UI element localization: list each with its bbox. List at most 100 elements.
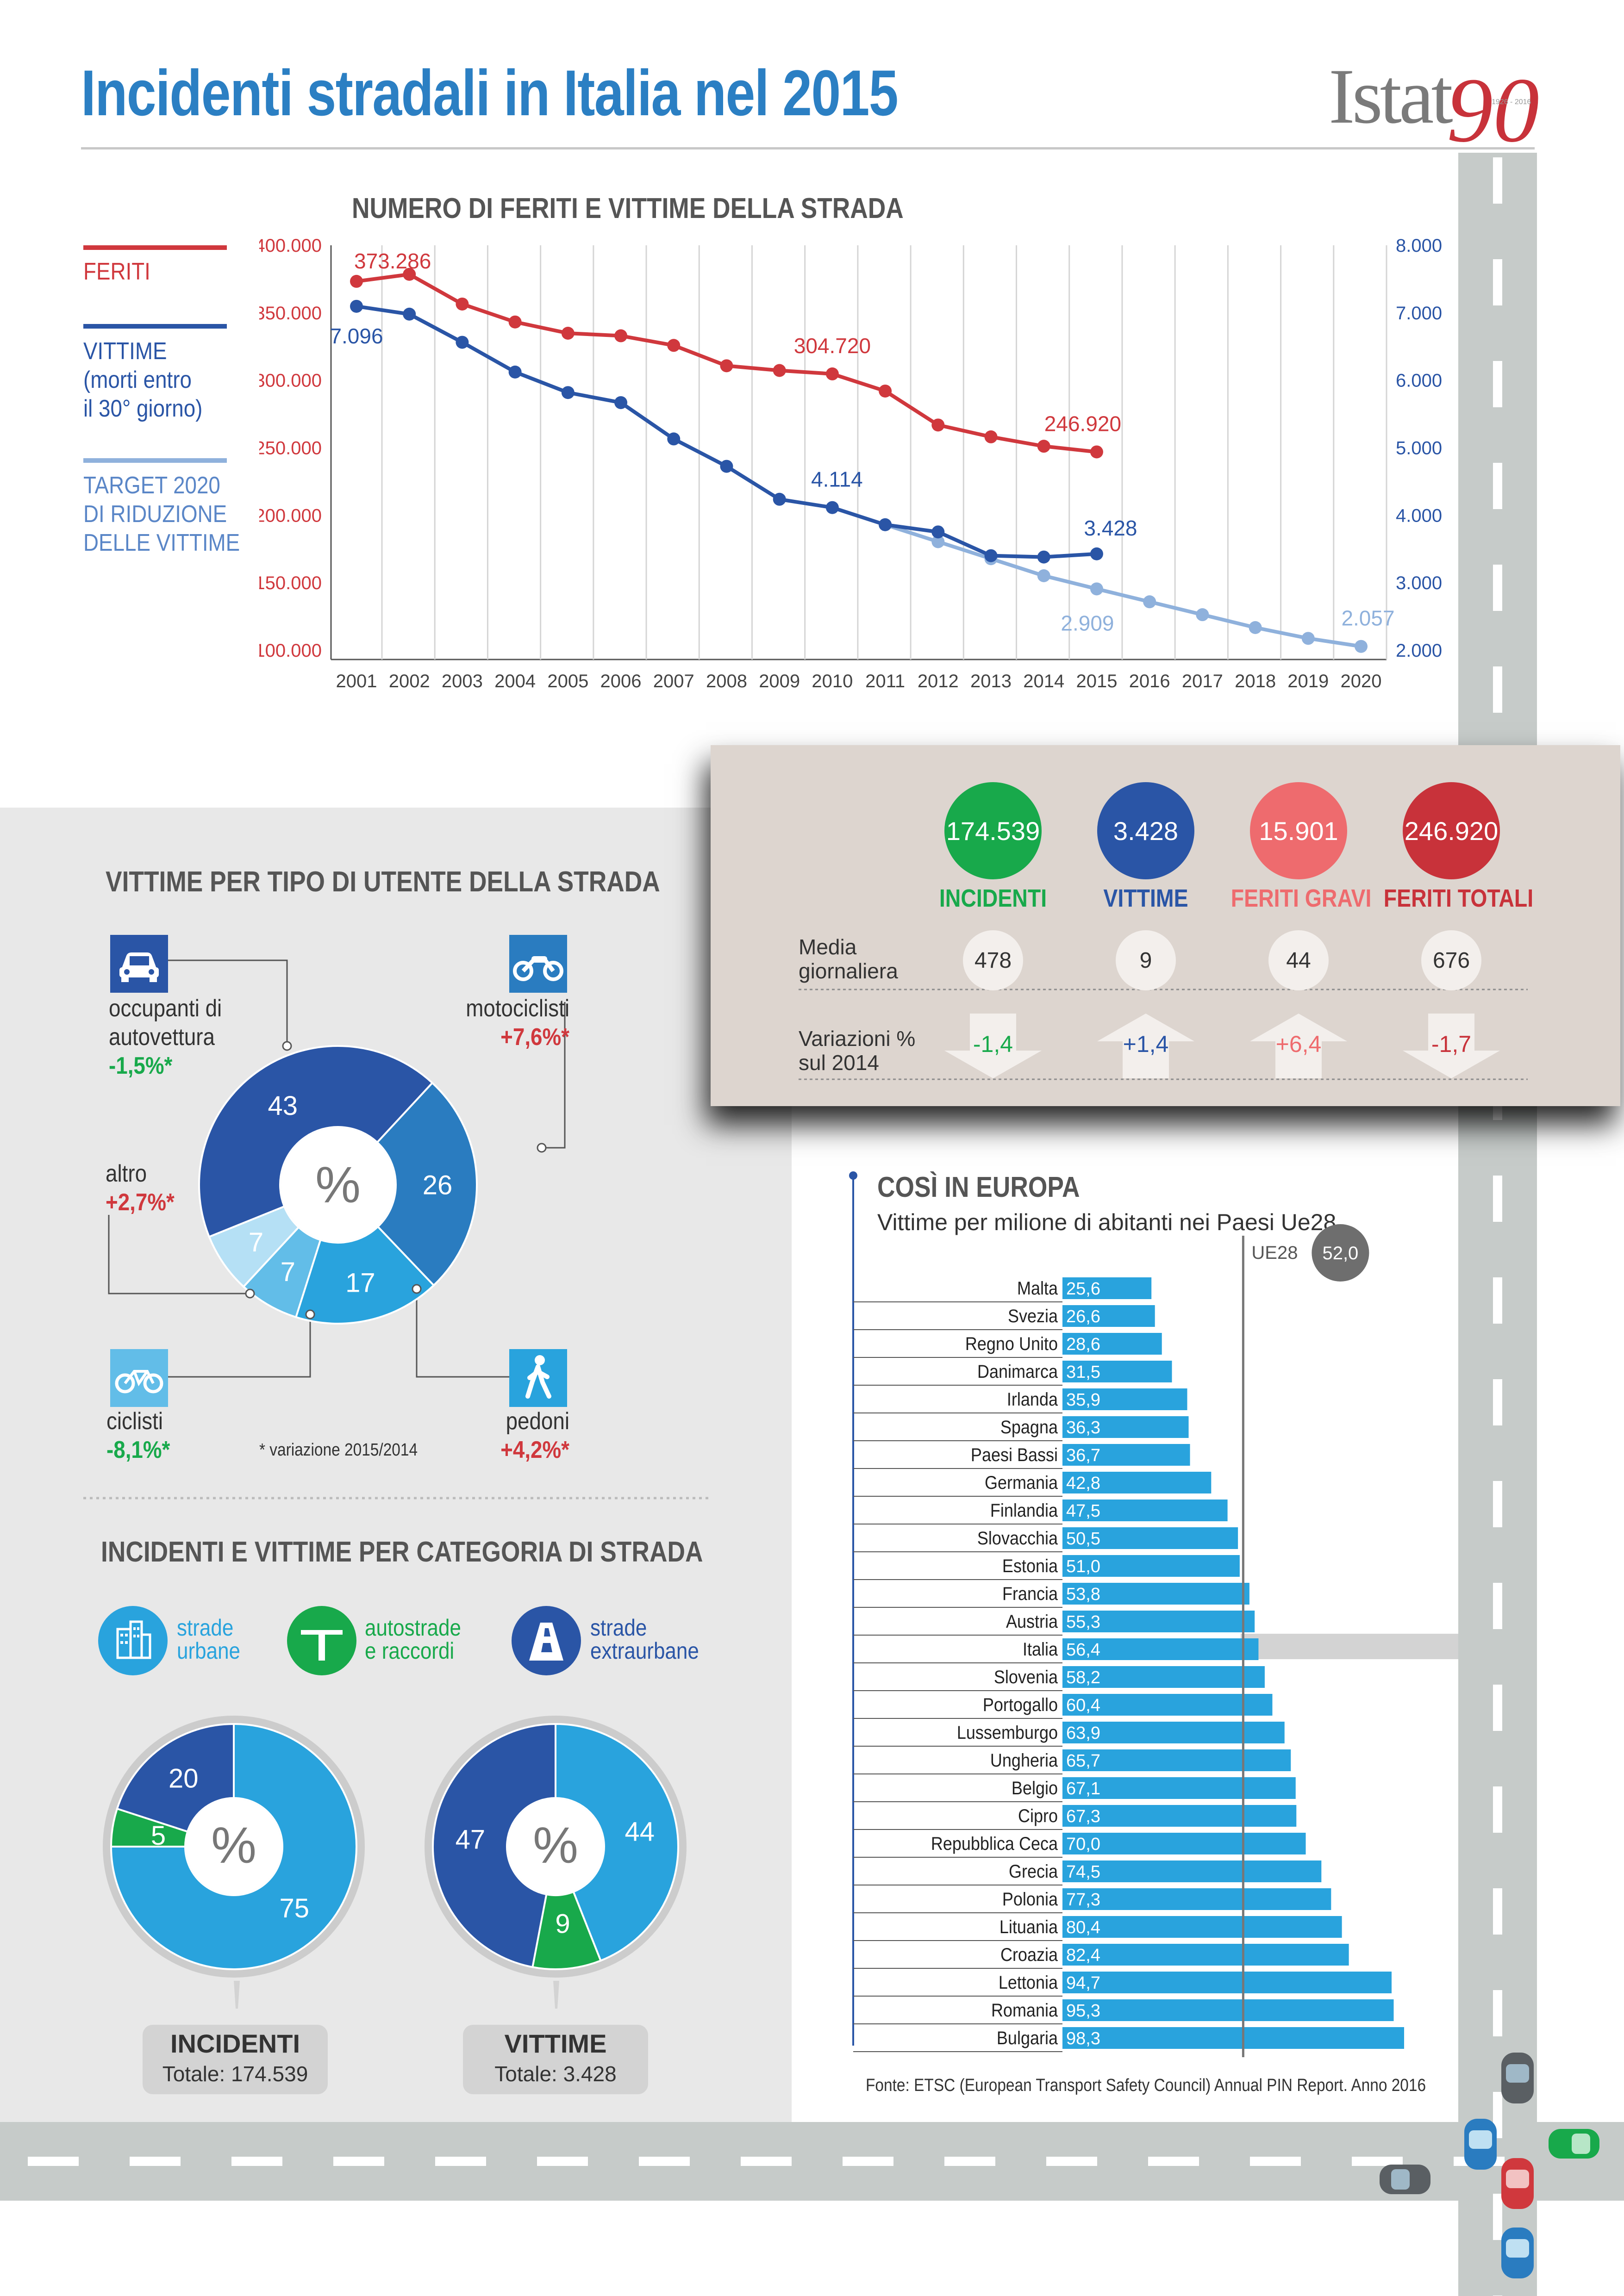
x-tick-label: 2011 (865, 671, 905, 691)
data-point (1143, 595, 1156, 609)
daily-average-label-line-1: Media (799, 935, 857, 959)
ue28-value-circle (1312, 1224, 1369, 1282)
data-point (931, 525, 945, 539)
x-tick-label: 2002 (389, 671, 430, 691)
donut-slice (294, 1225, 435, 1325)
y-left-tick-label: 100.000 (259, 641, 322, 661)
road-dash (1493, 666, 1502, 713)
data-point (350, 299, 363, 313)
data-point (1090, 547, 1103, 560)
legend-rural-line-1: strade (590, 1615, 647, 1641)
title-divider (81, 147, 1535, 149)
bar-category-label: Spagna (1000, 1417, 1058, 1437)
incidents-total-box: INCIDENTI Totale: 174.539 (143, 2025, 328, 2094)
kpi-dotted-separators (799, 989, 1528, 1080)
x-tick-label: 2003 (442, 671, 483, 691)
callout-other-label-line-1: altro (106, 1160, 147, 1187)
road-dash (1046, 2157, 1097, 2166)
road-dash (1352, 2157, 1403, 2166)
bar (1062, 1500, 1228, 1521)
legend-vittime-line-2: (morti entro (83, 367, 192, 393)
kpi-daily-average: 676 (1421, 930, 1481, 990)
car-icon (119, 952, 159, 982)
bar (1062, 1416, 1189, 1438)
bar-value-label: 26,6 (1066, 1307, 1100, 1326)
data-point (614, 396, 628, 409)
data-label: 304.720 (794, 334, 871, 358)
data-point (879, 384, 892, 398)
x-tick-label: 2013 (970, 671, 1012, 691)
donut-pointers (234, 1981, 559, 2009)
bar-category-label: Polonia (1002, 1889, 1058, 1910)
donut-slice (116, 1723, 235, 1833)
bar-value-label: 28,6 (1066, 1335, 1100, 1354)
victims-total-value: Totale: 3.428 (494, 2062, 617, 2086)
car-top-view-icon (1380, 2053, 1599, 2278)
italy-row-highlight (1241, 1634, 1458, 1659)
data-point (984, 430, 998, 443)
road-dash (435, 2157, 486, 2166)
legend-vittime-swatch (83, 324, 227, 329)
data-point (720, 460, 733, 473)
user-type-title: VITTIME PER TIPO DI UTENTE DELLA STRADA (106, 866, 660, 898)
car-icon-box (110, 935, 168, 993)
kpi-daily-average: 9 (1116, 930, 1176, 990)
bar-value-label: 67,3 (1066, 1807, 1100, 1826)
legend-urban-line-1: strade (177, 1615, 234, 1641)
donut-slice (555, 1723, 679, 1962)
road-dash (843, 2157, 893, 2166)
callout-dot (537, 1143, 547, 1153)
kpi-label: INCIDENTI (939, 884, 1047, 912)
data-label: 4.114 (811, 467, 863, 492)
road-dash (1493, 463, 1502, 509)
bar (1062, 1999, 1394, 2021)
data-point (931, 535, 945, 548)
city-buildings-icon (98, 1606, 168, 1675)
victims-total-title: VITTIME (504, 2029, 607, 2058)
donut-slice (110, 1723, 357, 1970)
bar (1062, 1305, 1155, 1327)
bar-value-label: 58,2 (1066, 1668, 1100, 1687)
road-dash (1493, 1685, 1502, 1731)
x-tick-label: 2015 (1076, 671, 1117, 691)
variation-label-line-2: sul 2014 (799, 1051, 879, 1075)
ue28-value: 52,0 (1322, 1243, 1358, 1263)
road-dash (639, 2157, 690, 2166)
kpi-daily-average: 44 (1268, 930, 1329, 990)
callout-car-label-line-2: autovettura (109, 1024, 215, 1051)
legend-rural: strade extraurbane (590, 1616, 699, 1662)
bar (1062, 1388, 1187, 1410)
bar-category-label: Slovenia (994, 1667, 1058, 1687)
callout-bicycle-change: -8,1%* (106, 1437, 170, 1463)
bar-category-label: Lituania (999, 1917, 1058, 1937)
legend-feriti-label: FERITI (83, 258, 150, 285)
legend-urban: strade urbane (177, 1616, 240, 1662)
logo-years: 1926 - 2016 (1492, 98, 1531, 106)
x-tick-label: 2005 (547, 671, 588, 691)
bar-value-label: 60,4 (1066, 1696, 1100, 1715)
data-point (456, 336, 469, 349)
x-tick-label: 2018 (1235, 671, 1276, 691)
kpi-value-circle: 3.428 (1097, 782, 1194, 879)
callout-dot (305, 1309, 315, 1319)
data-point (984, 549, 998, 562)
road-dash (1493, 1888, 1502, 1935)
bar-value-label: 95,3 (1066, 2001, 1100, 2021)
road-dash (1493, 565, 1502, 611)
data-point (508, 315, 522, 329)
road-dash (1493, 2194, 1502, 2240)
bar-category-label: Svezia (1008, 1306, 1058, 1326)
y-left-tick-label: 350.000 (259, 303, 322, 324)
y-right-tick-label: 7.000 (1396, 303, 1442, 324)
x-tick-label: 2020 (1341, 671, 1382, 691)
incidents-total-value: Totale: 174.539 (162, 2062, 308, 2086)
data-point (773, 492, 786, 506)
bar-value-label: 25,6 (1066, 1279, 1100, 1299)
legend-vittime-line-1: VITTIME (83, 338, 167, 365)
road-dash (28, 2157, 79, 2166)
data-point (1037, 550, 1050, 564)
road-dash (1493, 1379, 1502, 1425)
kpi-variation: -1,7 (1431, 1031, 1472, 1057)
road-dash (333, 2157, 384, 2166)
kpi-value-circle: 15.901 (1250, 782, 1347, 879)
